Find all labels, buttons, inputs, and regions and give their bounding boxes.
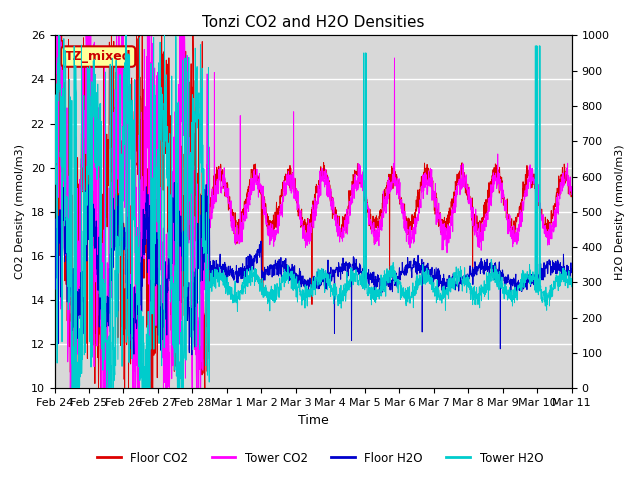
- Legend: Floor CO2, Tower CO2, Floor H2O, Tower H2O: Floor CO2, Tower CO2, Floor H2O, Tower H…: [92, 447, 548, 469]
- Y-axis label: CO2 Density (mmol/m3): CO2 Density (mmol/m3): [15, 144, 25, 279]
- Text: TZ_mixed: TZ_mixed: [65, 50, 131, 63]
- X-axis label: Time: Time: [298, 414, 328, 427]
- Title: Tonzi CO2 and H2O Densities: Tonzi CO2 and H2O Densities: [202, 15, 424, 30]
- Y-axis label: H2O Density (mmol/m3): H2O Density (mmol/m3): [615, 144, 625, 280]
